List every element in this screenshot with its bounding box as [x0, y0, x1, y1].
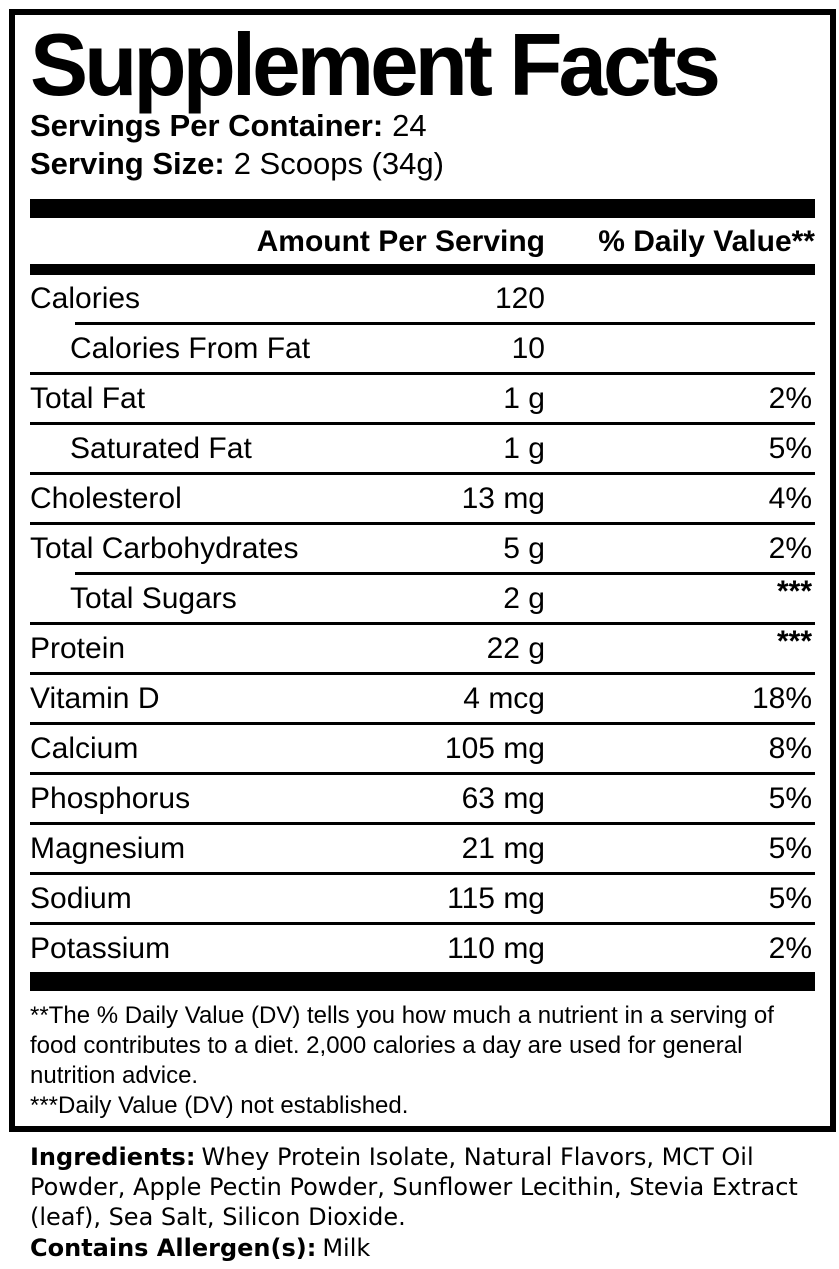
ingredients-section: Ingredients: Whey Protein Isolate, Natura…	[30, 1142, 814, 1263]
row-separator	[30, 771, 815, 775]
footnotes: **The % Daily Value (DV) tells you how m…	[30, 1001, 815, 1121]
nutrient-amount: 10	[511, 331, 545, 365]
column-header-amount-per-serving: Amount Per Serving	[256, 224, 545, 258]
nutrient-name: Total Carbohydrates	[30, 531, 299, 565]
supplement-facts-panel: Supplement Facts Servings Per Container:…	[9, 9, 836, 1132]
nutrient-name: Total Fat	[30, 381, 146, 415]
nutrient-row: Potassium 110 mg 2%	[30, 925, 815, 972]
nutrient-row: Total Carbohydrates 5 g 2%	[30, 525, 815, 572]
row-separator	[30, 821, 815, 825]
row-separator	[30, 421, 815, 425]
row-separator	[75, 321, 815, 325]
nutrient-row: Phosphorus 63 mg 5%	[30, 775, 815, 822]
ingredients-text: Whey Protein Isolate, Natural Flavors, M…	[30, 1143, 798, 1231]
ingredients-label: Ingredients:	[30, 1143, 196, 1171]
servings-per-container-label: Servings Per Container:	[30, 107, 384, 143]
allergen-label: Contains Allergen(s):	[30, 1234, 317, 1262]
nutrient-amount: 115 mg	[447, 881, 545, 915]
nutrient-row: Cholesterol 13 mg 4%	[30, 475, 815, 522]
nutrient-amount: 5 g	[503, 531, 545, 565]
row-separator	[30, 471, 815, 475]
panel-title: Supplement Facts	[30, 15, 721, 114]
nutrient-name: Calcium	[30, 731, 139, 765]
nutrient-name: Calories	[30, 281, 141, 315]
allergen-line: Contains Allergen(s): Milk	[30, 1233, 814, 1263]
nutrient-amount: 13 mg	[461, 481, 545, 515]
nutrient-row: Total Sugars 2 g ***	[30, 575, 815, 622]
nutrient-daily-value: 4%	[768, 481, 812, 515]
nutrient-daily-value: ***	[776, 624, 812, 658]
nutrient-amount: 4 mcg	[463, 681, 545, 715]
nutrient-amount: 2 g	[503, 581, 545, 615]
nutrient-daily-value: ***	[776, 574, 812, 608]
serving-size-value: 2 Scoops (34g)	[233, 145, 444, 181]
nutrient-row: Sodium 115 mg 5%	[30, 875, 815, 922]
nutrient-amount: 110 mg	[447, 931, 545, 965]
thick-divider-bottom	[30, 971, 815, 991]
nutrient-daily-value: 18%	[751, 681, 812, 715]
nutrient-row: Total Fat 1 g 2%	[30, 375, 815, 422]
row-separator	[30, 621, 815, 625]
servings-per-container: Servings Per Container: 24	[30, 107, 815, 145]
nutrient-amount: 105 mg	[444, 731, 545, 765]
nutrient-name: Protein	[30, 631, 126, 665]
nutrient-name: Sodium	[30, 881, 132, 915]
nutrient-daily-value: 2%	[768, 931, 812, 965]
thick-divider-header	[30, 263, 815, 275]
nutrient-amount: 22 g	[486, 631, 545, 665]
nutrient-amount: 1 g	[503, 431, 545, 465]
nutrient-daily-value: 8%	[768, 731, 812, 765]
nutrient-name: Calories From Fat	[70, 331, 311, 365]
servings-per-container-value: 24	[392, 107, 427, 143]
row-separator	[30, 871, 815, 875]
nutrient-row: Saturated Fat 1 g 5%	[30, 425, 815, 472]
nutrient-name: Magnesium	[30, 831, 186, 865]
nutrient-name: Phosphorus	[30, 781, 191, 815]
nutrient-name: Potassium	[30, 931, 171, 965]
nutrient-rows: Calories 120 Calories From Fat 10 Total Fat 1…	[30, 275, 815, 972]
nutrient-row: Calories 120	[30, 275, 815, 322]
footnote-not-established: ***Daily Value (DV) not established.	[30, 1091, 409, 1119]
row-separator	[30, 371, 815, 375]
nutrient-daily-value: 5%	[768, 781, 812, 815]
allergen-value: Milk	[322, 1234, 371, 1262]
nutrient-row: Vitamin D 4 mcg 18%	[30, 675, 815, 722]
row-separator	[30, 671, 815, 675]
row-separator	[30, 921, 815, 925]
ingredients-line: Ingredients: Whey Protein Isolate, Natura…	[30, 1142, 814, 1232]
nutrient-row: Magnesium 21 mg 5%	[30, 825, 815, 872]
nutrient-amount: 63 mg	[461, 781, 545, 815]
column-header-daily-value: % Daily Value**	[598, 224, 815, 258]
nutrient-daily-value: 2%	[768, 381, 812, 415]
nutrient-name: Saturated Fat	[70, 431, 252, 465]
row-separator	[30, 521, 815, 525]
serving-size-label: Serving Size:	[30, 145, 225, 181]
nutrient-amount: 120	[494, 281, 545, 315]
nutrient-row: Calcium 105 mg 8%	[30, 725, 815, 772]
nutrient-amount: 1 g	[503, 381, 545, 415]
nutrient-row: Protein 22 g ***	[30, 625, 815, 672]
thick-divider-top	[30, 198, 815, 218]
row-separator	[30, 721, 815, 725]
nutrient-daily-value: 5%	[768, 881, 812, 915]
row-separator	[75, 571, 815, 575]
nutrient-name: Cholesterol	[30, 481, 182, 515]
nutrient-name: Vitamin D	[30, 681, 160, 715]
nutrient-daily-value: 5%	[768, 431, 812, 465]
nutrient-daily-value: 5%	[768, 831, 812, 865]
footnote-daily-value: **The % Daily Value (DV) tells you how m…	[30, 1001, 774, 1089]
nutrient-amount: 21 mg	[461, 831, 545, 865]
nutrient-daily-value: 2%	[768, 531, 812, 565]
nutrient-name: Total Sugars	[70, 581, 237, 615]
nutrient-row: Calories From Fat 10	[30, 325, 815, 372]
serving-size: Serving Size: 2 Scoops (34g)	[30, 145, 815, 183]
table-header-row: Amount Per Serving % Daily Value**	[30, 218, 815, 264]
